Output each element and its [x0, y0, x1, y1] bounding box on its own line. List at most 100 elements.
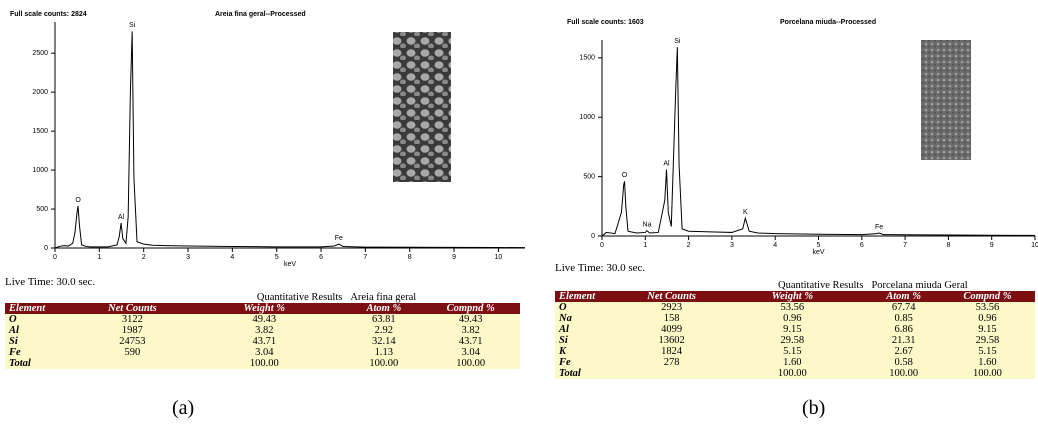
- column-header: Compnd %: [940, 291, 1035, 302]
- x-tick-label: 1: [643, 242, 647, 249]
- cell: O: [555, 302, 626, 313]
- x-tick-label: 3: [186, 254, 190, 261]
- cell: 1824: [626, 346, 717, 357]
- cell: 1.60: [717, 357, 867, 368]
- y-tick-label: 2500: [32, 50, 48, 57]
- peak-label: Al: [118, 214, 125, 221]
- x-tick-label: 10: [494, 254, 502, 261]
- column-header: Compnd %: [421, 303, 520, 314]
- x-tick-label: 5: [817, 242, 821, 249]
- peak-label: K: [743, 209, 748, 216]
- cell: 158: [626, 313, 717, 324]
- cell: 0.85: [867, 313, 939, 324]
- sem-image: [921, 40, 971, 160]
- cell: Fe: [555, 357, 626, 368]
- table-title-row: Quantitative ResultsPorcelana miuda Gera…: [555, 280, 1035, 291]
- x-tick-label: 9: [452, 254, 456, 261]
- chart-subtitle: Porcelana miuda--Processed: [780, 19, 876, 26]
- cell: 3122: [83, 314, 183, 325]
- y-tick-label: 0: [591, 233, 595, 240]
- x-tick-label: 8: [408, 254, 412, 261]
- x-tick-label: 7: [903, 242, 907, 249]
- cell: 21.31: [867, 335, 939, 346]
- cell: Al: [5, 325, 83, 336]
- cell: 0.58: [867, 357, 939, 368]
- cell: 32.14: [346, 336, 421, 347]
- x-tick-label: 7: [363, 254, 367, 261]
- cell: 29.58: [717, 335, 867, 346]
- table-title: Quantitative Results: [182, 292, 346, 303]
- y-tick-label: 1000: [32, 167, 48, 174]
- cell: 49.43: [182, 314, 346, 325]
- x-tick-label: 2: [142, 254, 146, 261]
- y-tick-label: 2000: [32, 89, 48, 96]
- column-header: Weight %: [182, 303, 346, 314]
- x-tick-label: 9: [990, 242, 994, 249]
- cell: 3.82: [182, 325, 346, 336]
- cell: 63.81: [346, 314, 421, 325]
- cell: 278: [626, 357, 717, 368]
- cell: Si: [5, 336, 83, 347]
- live-time: Live Time: 30.0 sec.: [555, 262, 645, 274]
- cell: 1.60: [940, 357, 1035, 368]
- cell: Na: [555, 313, 626, 324]
- x-tick-label: 10: [1031, 242, 1038, 249]
- chart-title: Full scale counts: 1603: [567, 19, 644, 26]
- cell: K: [555, 346, 626, 357]
- y-tick-label: 1500: [32, 128, 48, 135]
- cell: 49.43: [421, 314, 520, 325]
- cell: 5.15: [940, 346, 1035, 357]
- cell: 1.13: [346, 347, 421, 358]
- results-table: Quantitative ResultsAreia fina geralElem…: [5, 292, 520, 369]
- peak-label: O: [622, 172, 628, 179]
- chart-subtitle: Areia fina geral--Processed: [215, 11, 306, 18]
- cell: Al: [555, 324, 626, 335]
- x-axis-label: keV: [284, 261, 296, 268]
- x-tick-label: 2: [687, 242, 691, 249]
- cell: 2923: [626, 302, 717, 313]
- cell: 2.67: [867, 346, 939, 357]
- x-tick-label: 6: [860, 242, 864, 249]
- cell: Fe: [5, 347, 83, 358]
- cell: O: [5, 314, 83, 325]
- cell: 3.04: [421, 347, 520, 358]
- x-tick-label: 6: [319, 254, 323, 261]
- cell: 5.15: [717, 346, 867, 357]
- x-tick-label: 4: [773, 242, 777, 249]
- cell: 29.58: [940, 335, 1035, 346]
- column-header: Net Counts: [83, 303, 183, 314]
- cell: [626, 368, 717, 379]
- cell: 100.00: [717, 368, 867, 379]
- data-row: Total100.00100.00100.00: [5, 358, 520, 369]
- x-tick-label: 0: [53, 254, 57, 261]
- header-row: ElementNet CountsWeight %Atom %Compnd %: [5, 303, 520, 314]
- cell: [83, 292, 183, 303]
- peak-label: O: [75, 197, 81, 204]
- y-tick-label: 500: [583, 173, 595, 180]
- cell: [626, 280, 717, 291]
- cell: 13602: [626, 335, 717, 346]
- column-header: Atom %: [346, 303, 421, 314]
- cell: 53.56: [940, 302, 1035, 313]
- x-tick-label: 0: [600, 242, 604, 249]
- table-sample: Porcelana miuda Geral: [867, 280, 1035, 291]
- cell: 0.96: [940, 313, 1035, 324]
- column-header: Atom %: [867, 291, 939, 302]
- cell: 1987: [83, 325, 183, 336]
- cell: 100.00: [867, 368, 939, 379]
- cell: 100.00: [421, 358, 520, 369]
- y-tick-label: 1000: [579, 114, 595, 121]
- cell: 53.56: [717, 302, 867, 313]
- peak-label: Si: [674, 38, 681, 45]
- table-sample: Areia fina geral: [346, 292, 520, 303]
- x-tick-label: 5: [275, 254, 279, 261]
- cell: 590: [83, 347, 183, 358]
- x-tick-label: 1: [97, 254, 101, 261]
